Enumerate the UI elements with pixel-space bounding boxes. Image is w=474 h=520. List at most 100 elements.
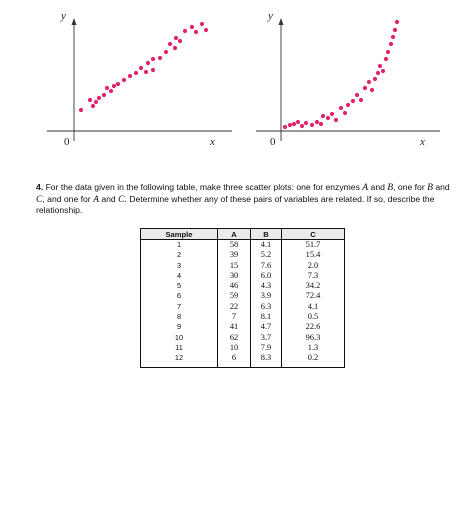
header-c: C	[281, 228, 345, 240]
problem-4: 4. For the data given in the following t…	[36, 182, 456, 217]
var-a-2: A	[93, 193, 99, 205]
cell-a: 46	[217, 281, 251, 292]
cell-c: 0.2	[307, 353, 319, 363]
left-graph-point	[177, 38, 183, 44]
left-graph-point	[104, 85, 110, 91]
header-sample: Sample	[140, 228, 218, 240]
left-graph-point	[157, 55, 163, 61]
table-body: 1 58 4.1 51.7 2 39 5.2 15.4 3 15 7.6 2.0 4 30 6.0 7.3 5 4…	[140, 239, 345, 368]
scatter-plots-svg	[47, 18, 440, 141]
table-row: 6 59 3.9 72.4	[140, 291, 345, 302]
right-graph-point	[362, 85, 368, 91]
right-graph-point	[303, 120, 309, 126]
var-a: A	[362, 182, 369, 193]
cell-c: 72.4	[305, 291, 321, 301]
right-graph-point	[333, 117, 339, 123]
cell-sample: 9	[140, 322, 218, 333]
cell-c: 96.3	[305, 332, 321, 342]
right-graph-point	[388, 41, 394, 47]
cell-b: 6.3	[250, 301, 282, 313]
left-graph-point	[173, 35, 179, 41]
right-graph-point	[392, 27, 398, 33]
cell-c: 4.1	[307, 301, 319, 311]
table-row: 3 15 7.6 2.0	[140, 260, 345, 271]
left-graph-point	[193, 29, 199, 35]
left-graph-point	[108, 88, 114, 94]
problem-text-1: For the data given in the following tabl…	[45, 182, 360, 192]
right-graph-point	[390, 34, 396, 40]
left-graph-point	[87, 97, 93, 103]
right-graph-point	[299, 123, 305, 129]
cell-a: 22	[217, 301, 251, 313]
cell-b: 4.3	[250, 281, 282, 292]
left-graph-axes	[47, 18, 232, 141]
right-graph-point	[291, 121, 297, 127]
right-graph-point	[282, 124, 288, 130]
var-c: C	[36, 193, 43, 205]
cell-b: 3.9	[250, 291, 282, 302]
right-graph-point	[309, 122, 315, 128]
cell-c: 34.2	[305, 281, 321, 291]
cell-c: 0.5	[307, 312, 319, 322]
right-graph-point	[385, 49, 391, 55]
cell-sample: 11	[140, 342, 218, 354]
right-graph-point	[345, 102, 351, 108]
left-graph-point	[143, 69, 149, 75]
cell-a: 15	[217, 260, 251, 271]
cell-sample: 8	[140, 312, 218, 323]
problem-text-7: . Determine whether any of these pairs o…	[36, 193, 435, 216]
right-graph-point	[329, 111, 335, 117]
left-x-axis-label: x	[210, 136, 215, 148]
left-graph-point	[182, 28, 188, 34]
cell-a: 30	[217, 270, 251, 282]
right-graph-point	[354, 92, 360, 98]
left-graph-point	[78, 107, 84, 113]
cell-a: 62	[217, 332, 251, 343]
right-origin-label: 0	[270, 136, 276, 148]
right-graph-axes	[256, 18, 440, 141]
left-graph-point	[150, 67, 156, 73]
cell-sample: 1	[140, 239, 218, 251]
cell-c: 15.4	[305, 250, 321, 260]
table-row: 10 62 3.7 96.3	[140, 332, 345, 343]
left-graph-point	[199, 21, 205, 27]
cell-sample: 10	[140, 332, 218, 343]
left-graph-point	[172, 45, 178, 51]
right-graph-point	[394, 19, 400, 25]
table-row: 8 7 8.1 0.5	[140, 312, 345, 323]
right-graph-point	[318, 121, 324, 127]
cell-c: 7.3	[307, 270, 319, 280]
cell-sample: 6	[140, 291, 218, 302]
cell-sample: 12	[140, 353, 218, 368]
right-graph-point	[287, 122, 293, 128]
cell-b: 6.0	[250, 270, 282, 282]
cell-a: 39	[217, 250, 251, 261]
left-graph-point	[121, 77, 127, 83]
cell-c: 2.0	[307, 260, 319, 270]
cell-b: 7.6	[250, 260, 282, 271]
right-graph-point	[320, 113, 326, 119]
var-b: B	[387, 182, 394, 193]
right-graph-point	[314, 119, 320, 125]
left-y-arrow	[71, 18, 77, 25]
right-graph-point	[350, 98, 356, 104]
table-row: 5 46 4.3 34.2	[140, 281, 345, 292]
left-y-axis-label: y	[61, 10, 66, 22]
right-graph-point	[383, 56, 389, 62]
left-graph-point	[138, 65, 144, 71]
right-graph-points	[282, 19, 400, 130]
problem-text-4: and	[435, 182, 450, 192]
right-x-axis-label: x	[420, 136, 425, 148]
left-graph-point	[150, 56, 156, 62]
right-graph-point	[342, 110, 348, 116]
right-graph-point	[366, 79, 372, 85]
right-y-axis-label: y	[268, 10, 273, 22]
right-graph-point	[369, 87, 375, 93]
cell-b: 3.7	[250, 332, 282, 343]
cell-c: 51.7	[305, 240, 321, 249]
table-row: 12 6 8.3 0.2	[140, 353, 345, 368]
left-graph-point	[90, 103, 96, 109]
cell-b: 7.9	[250, 342, 282, 354]
left-graph-point	[133, 70, 139, 76]
